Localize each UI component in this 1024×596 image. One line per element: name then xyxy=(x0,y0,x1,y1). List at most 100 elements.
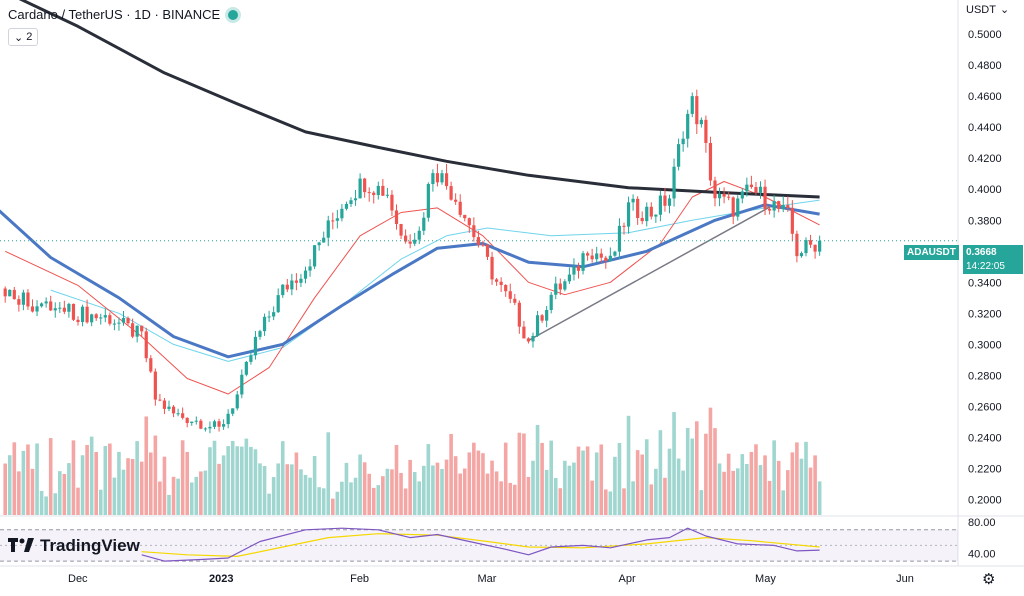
volume-bar xyxy=(540,442,544,515)
volume-bar xyxy=(735,468,740,515)
candle-body xyxy=(140,325,144,332)
price-tick-label: 0.2200 xyxy=(968,463,1002,475)
rsi-band-fill xyxy=(0,529,958,562)
candle-body xyxy=(499,281,503,285)
volume-bar xyxy=(67,463,71,515)
volume-bar xyxy=(581,450,585,515)
candle-body xyxy=(763,186,767,209)
volume-bar xyxy=(767,480,772,515)
volume-bar xyxy=(681,470,685,515)
candle-body xyxy=(3,288,7,297)
volume-bar xyxy=(53,493,58,515)
volume-bar xyxy=(62,473,67,515)
last-price-tag: 0.3668 xyxy=(963,245,1023,260)
candle-body xyxy=(717,193,722,199)
volume-bar xyxy=(35,443,39,515)
rsi-tick-label: 80.00 xyxy=(968,517,996,529)
volume-bar xyxy=(180,440,185,515)
volume-bar xyxy=(30,468,35,515)
volume-bar xyxy=(453,456,458,515)
symbol-header[interactable]: Cardano / TetherUS · 1D · BINANCE xyxy=(8,7,239,22)
candle-body xyxy=(458,201,462,215)
candle-body xyxy=(103,315,107,318)
candle-body xyxy=(663,195,667,206)
volume-bar xyxy=(171,476,176,515)
candle-body xyxy=(549,294,553,310)
volume-bar xyxy=(572,462,576,515)
candle-body xyxy=(690,96,694,114)
candle-body xyxy=(190,421,194,424)
candle-body xyxy=(90,314,94,323)
volume-bar xyxy=(349,482,353,515)
volume-bar xyxy=(813,455,817,515)
volume-bar xyxy=(776,460,781,515)
volume-bar xyxy=(403,488,408,515)
candle-body xyxy=(62,307,66,312)
tradingview-logo[interactable]: TradingView xyxy=(8,536,140,556)
volume-bar xyxy=(221,455,226,515)
volume-bar xyxy=(12,442,17,515)
volume-bar xyxy=(367,473,371,515)
candle-body xyxy=(394,210,399,225)
volume-bar xyxy=(594,452,599,515)
candle-body xyxy=(754,187,758,193)
candle-body xyxy=(353,198,358,201)
candle-body xyxy=(590,255,594,260)
candle-body xyxy=(30,306,35,312)
candle-body xyxy=(44,301,48,304)
candle-body xyxy=(117,322,121,324)
volume-bar xyxy=(731,470,735,515)
volume-bar xyxy=(613,456,617,515)
volume-bar xyxy=(80,455,85,515)
volume-bar xyxy=(217,463,221,515)
settings-gear-icon[interactable]: ⚙ xyxy=(982,571,996,588)
candle-body xyxy=(8,289,12,297)
candle-body xyxy=(708,142,713,181)
candle-body xyxy=(495,279,499,282)
volume-bar xyxy=(89,436,94,515)
volume-bar xyxy=(185,451,189,515)
volume-bar xyxy=(422,465,426,515)
volume-bar xyxy=(440,468,444,515)
time-tick-label: Dec xyxy=(68,573,88,585)
candle-body xyxy=(326,220,330,238)
price-tick-label: 0.2000 xyxy=(968,494,1002,506)
volume-bar xyxy=(153,435,158,515)
volume-bar xyxy=(98,489,103,515)
volume-bar xyxy=(717,463,722,515)
candle-body xyxy=(244,361,248,375)
volume-bar xyxy=(472,442,476,515)
candle-body xyxy=(185,417,189,424)
currency-selector[interactable]: USDT ⌄ xyxy=(966,3,1009,17)
volume-bar xyxy=(553,478,558,515)
candle-body xyxy=(504,284,508,292)
candle-body xyxy=(408,241,412,244)
candle-body xyxy=(581,253,585,271)
candle-body xyxy=(699,119,703,125)
candle-body xyxy=(454,199,458,202)
volume-bar xyxy=(335,491,340,515)
candle-body xyxy=(758,186,763,193)
candle-body xyxy=(94,314,98,319)
volume-bar xyxy=(467,452,472,515)
volume-bar xyxy=(526,476,531,515)
candle-body xyxy=(790,207,794,234)
volume-bar xyxy=(499,481,503,515)
candle-body xyxy=(631,198,635,203)
candle-body xyxy=(203,428,207,430)
volume-bar xyxy=(394,444,399,515)
candle-body xyxy=(636,198,640,218)
candle-body xyxy=(276,295,280,313)
candle-body xyxy=(481,244,485,246)
volume-bar xyxy=(271,476,276,515)
candle-body xyxy=(554,283,558,295)
candle-body xyxy=(181,413,185,418)
indicators-toggle[interactable]: ⌄ 2 xyxy=(8,28,39,46)
volume-bar xyxy=(299,469,303,515)
candle-body xyxy=(667,198,672,206)
volume-bar xyxy=(663,477,667,515)
candle-body xyxy=(608,255,612,261)
candle-body xyxy=(226,413,230,425)
currency-label: USDT xyxy=(966,3,996,16)
